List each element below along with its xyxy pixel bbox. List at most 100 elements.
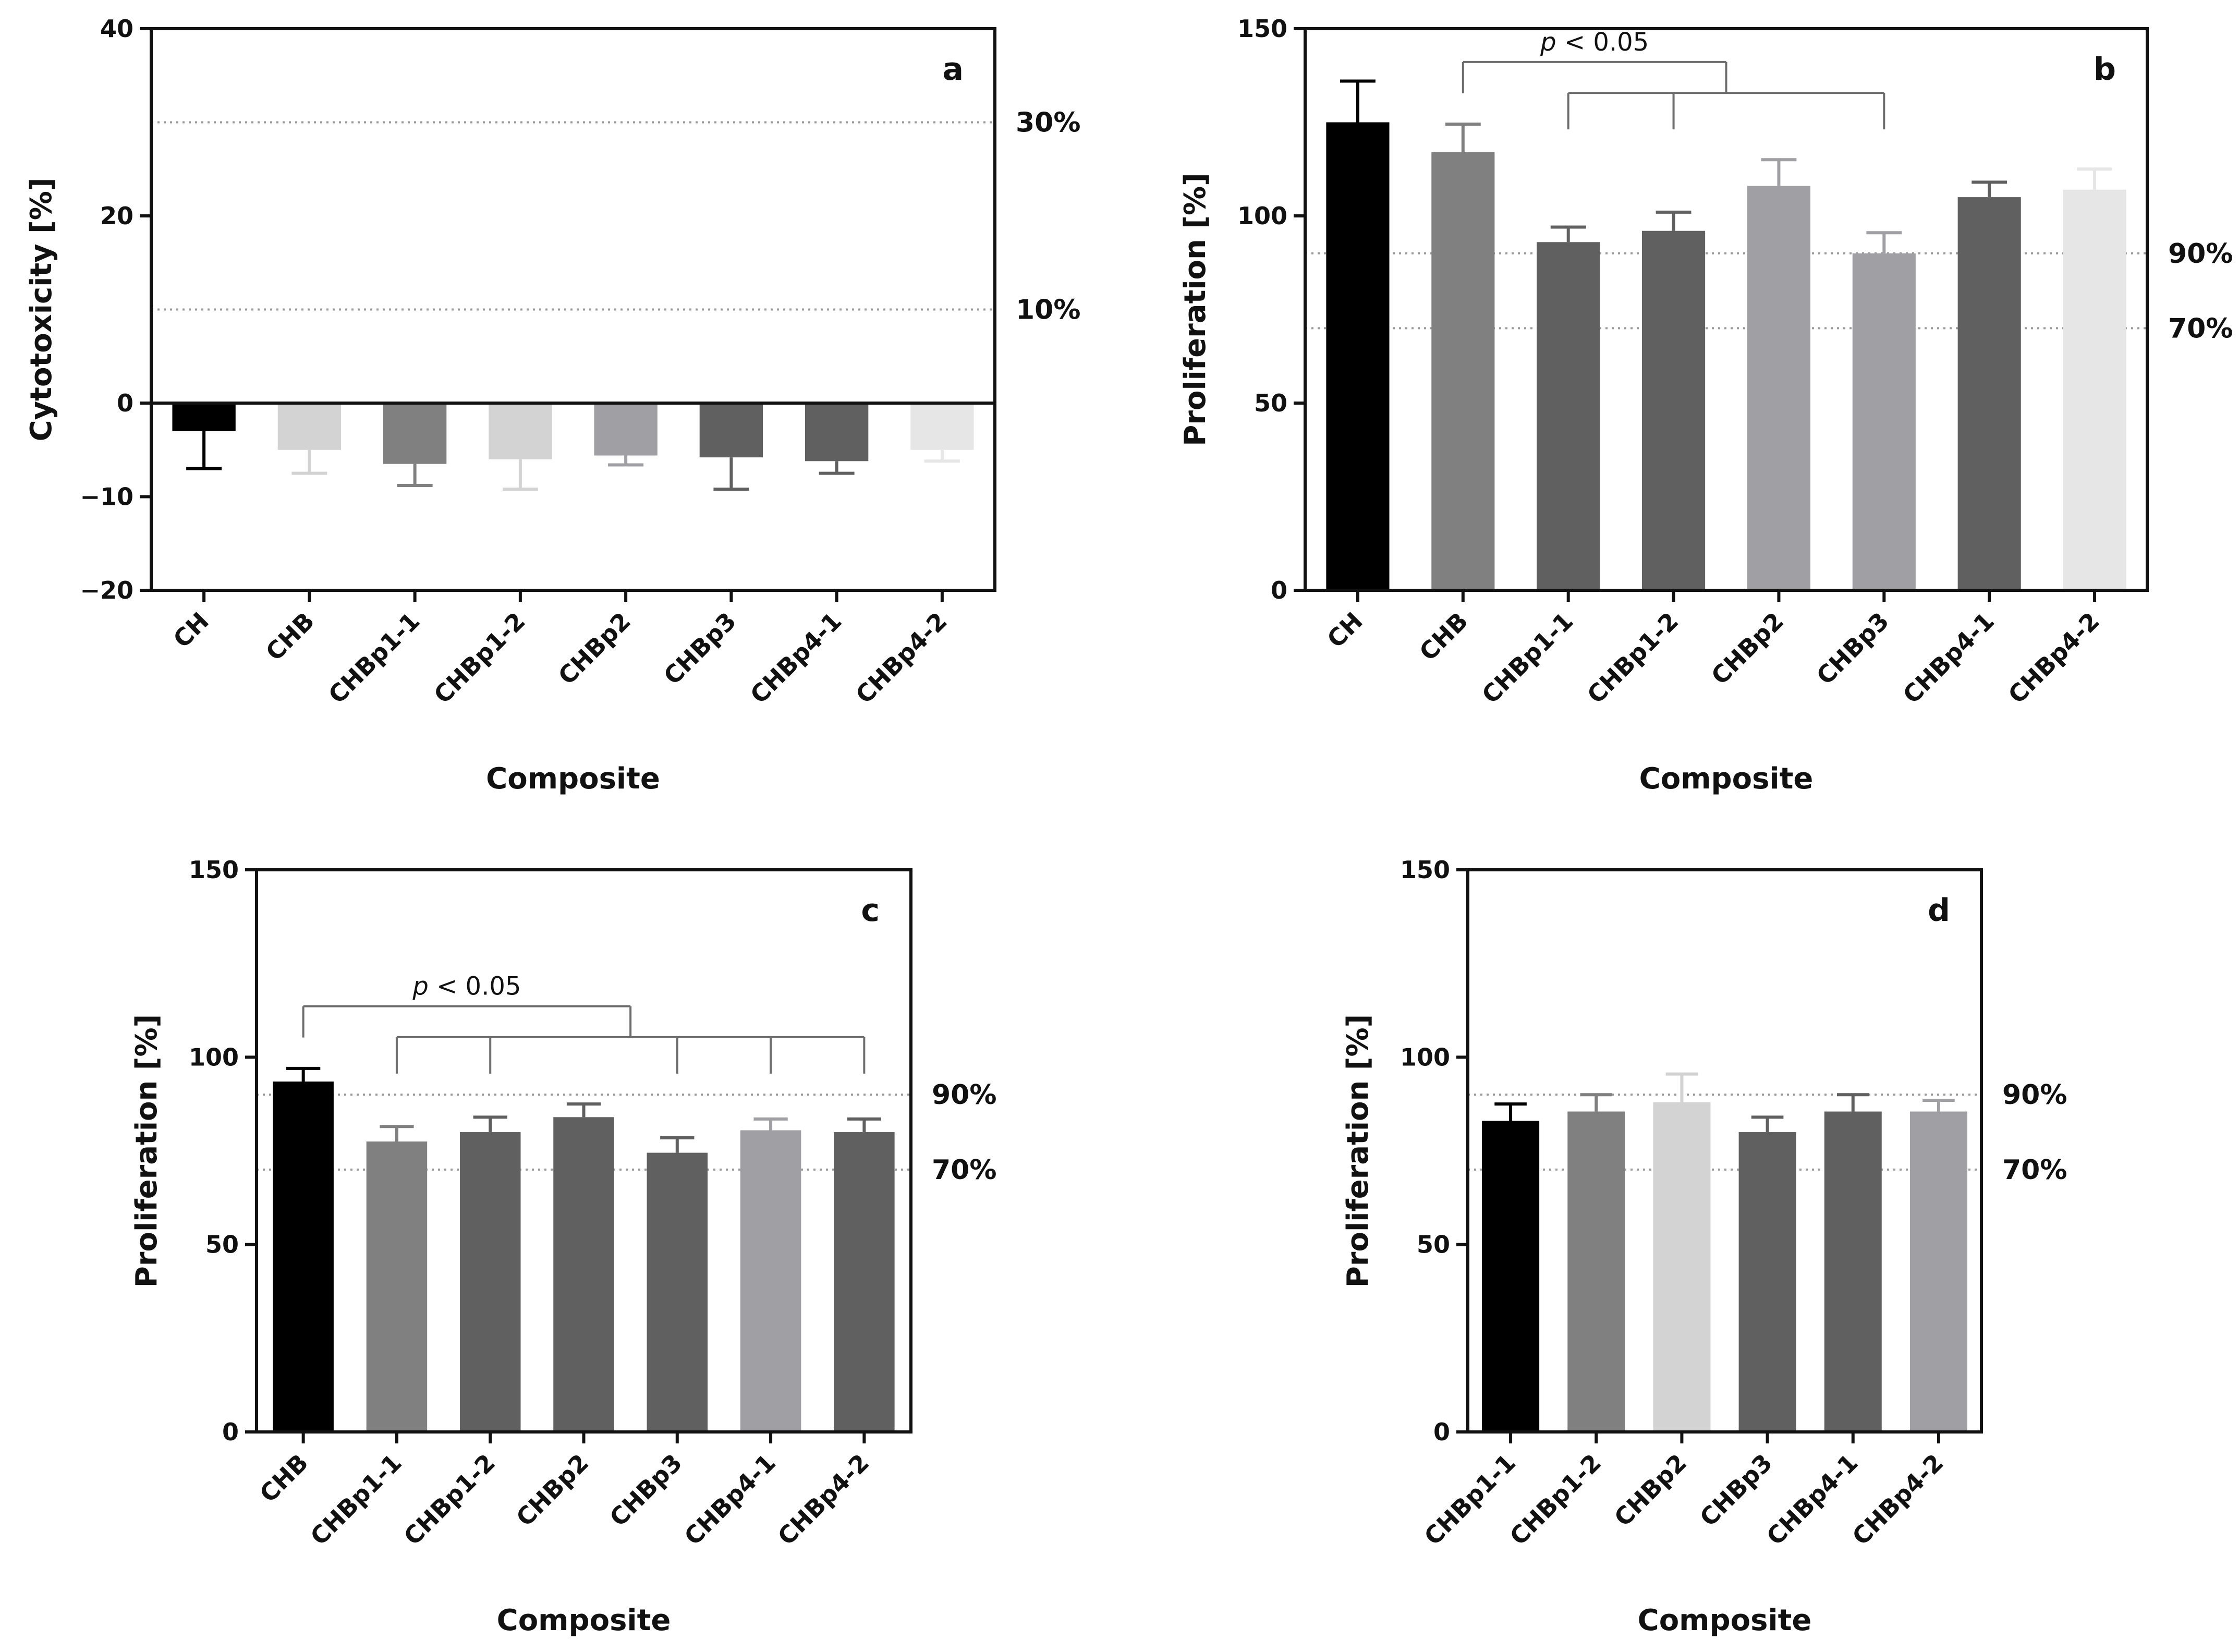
- x-tick-label: CHBp4-2: [850, 607, 953, 709]
- x-tick-label: CHBp1-2: [429, 607, 531, 709]
- y-tick-label: 100: [189, 1043, 239, 1071]
- x-tick-label: CH: [168, 607, 214, 653]
- x-tick-label: CHBp4-1: [1897, 607, 2000, 709]
- significance-threshold: < 0.05: [1556, 28, 1649, 57]
- x-tick-label: CHBp4-1: [679, 1449, 781, 1551]
- bar-CHB: [273, 1082, 334, 1432]
- bar-CHBp1-1: [1482, 1121, 1540, 1432]
- x-tick-label: CHBp2: [1706, 607, 1789, 690]
- significance-p-symbol: p: [412, 972, 428, 1001]
- x-tick-label: CHBp1-1: [323, 607, 425, 709]
- error-bar-CHB: [291, 450, 327, 475]
- error-bar-CHB: [286, 1066, 321, 1082]
- reference-line-label: 90%: [932, 1079, 996, 1111]
- bar-CHBp4-2: [1909, 1111, 1967, 1432]
- bar-CHBp4-2: [834, 1132, 895, 1432]
- y-tick-label: 20: [100, 202, 133, 230]
- error-bar-CHBp1-1: [1494, 1102, 1527, 1121]
- error-bar-CHBp3: [1751, 1115, 1784, 1133]
- x-tick-label: CH: [1321, 607, 1368, 653]
- y-tick-label: 150: [1400, 856, 1450, 884]
- y-tick-label: 150: [1237, 15, 1287, 43]
- x-tick-label: CHBp4-2: [1847, 1449, 1949, 1551]
- x-tick-label: CHB: [1414, 607, 1474, 666]
- bar-CHBp2: [594, 403, 658, 456]
- significance-threshold: < 0.05: [429, 972, 521, 1001]
- error-bar-CHBp1-1: [380, 1125, 414, 1142]
- error-bar-CHBp4-1: [819, 461, 855, 475]
- x-tick-label: CHB: [260, 607, 320, 666]
- reference-line-label: 10%: [1016, 295, 1080, 326]
- y-tick-label: 0: [222, 1418, 239, 1446]
- significance-label: p < 0.05: [412, 972, 521, 1001]
- y-axis-title: Proliferation [%]: [1341, 1014, 1375, 1287]
- x-tick-label: CHBp1-2: [398, 1449, 501, 1551]
- x-tick-label: CHBp4-2: [772, 1449, 874, 1551]
- panel-letter: a: [943, 51, 964, 88]
- bar-CHBp4-1: [740, 1130, 801, 1432]
- panel-letter: d: [1928, 892, 1950, 929]
- error-bar-CHBp1-1: [1550, 225, 1586, 242]
- y-tick-label: −10: [80, 483, 133, 511]
- error-bar-CHBp3: [1866, 231, 1902, 253]
- x-tick-label: CHBp1-1: [1419, 1449, 1521, 1551]
- bar-CHBp2: [1653, 1102, 1711, 1432]
- x-tick-label: CHBp1-2: [1581, 607, 1684, 709]
- x-tick-label: CHBp1-2: [1504, 1449, 1607, 1551]
- x-tick-label: CHBp2: [1609, 1449, 1692, 1532]
- y-tick-label: 50: [1417, 1231, 1450, 1259]
- bar-CHBp1-2: [1642, 230, 1706, 591]
- y-tick-label: −20: [80, 576, 133, 604]
- plot-frame: [1466, 868, 1983, 1434]
- bar-CH: [172, 403, 236, 431]
- error-bar-CH: [186, 431, 222, 470]
- y-tick-label: 100: [1237, 202, 1287, 230]
- bar-CHB: [1431, 152, 1495, 590]
- panel-letter: c: [861, 892, 880, 929]
- error-bar-CHBp3: [660, 1136, 695, 1153]
- reference-line-label: 70%: [2168, 313, 2233, 344]
- bar-CHBp1-2: [1567, 1111, 1625, 1432]
- chart-panel-b: 90% 70% 0 50 100 150 CH CHB CHBp1-1 CHBp1-2 CHBp2 C…: [1178, 15, 2233, 796]
- bar-CHBp3: [699, 403, 763, 458]
- y-axis-title: Proliferation [%]: [1178, 173, 1212, 446]
- x-tick-label: CHBp1-1: [1476, 607, 1578, 709]
- y-tick-label: 50: [205, 1231, 239, 1259]
- bar-CHBp4-1: [1824, 1111, 1882, 1432]
- x-tick-label: CHBp2: [553, 607, 636, 690]
- bar-CHBp2: [553, 1117, 614, 1432]
- y-axis-title: Cytotoxicity [%]: [25, 178, 58, 442]
- error-bar-CHBp1-1: [397, 464, 433, 487]
- reference-line-label: 70%: [932, 1155, 996, 1186]
- bar-CHBp1-1: [366, 1141, 428, 1432]
- error-bar-CHBp2: [566, 1102, 601, 1117]
- plot-frame: [150, 27, 996, 592]
- x-tick-label: CHBp4-1: [1761, 1449, 1863, 1551]
- bar-CHBp4-2: [2063, 189, 2126, 590]
- x-tick-label: CHBp3: [1694, 1449, 1778, 1532]
- error-bar-CHBp2: [1665, 1072, 1698, 1102]
- bar-CHBp1-2: [489, 403, 552, 459]
- error-bar-CHBp4-1: [1836, 1093, 1869, 1112]
- bar-CHBp1-2: [459, 1132, 521, 1432]
- x-axis-title: Composite: [1639, 762, 1814, 796]
- significance-p-symbol: p: [1540, 28, 1556, 57]
- reference-line-label: 90%: [2002, 1079, 2067, 1111]
- bar-CHB: [277, 403, 342, 450]
- y-tick-label: 50: [1254, 389, 1287, 417]
- panel-letter: b: [2094, 51, 2116, 88]
- reference-line-label: 70%: [2002, 1155, 2067, 1186]
- y-tick-label: 150: [189, 856, 239, 884]
- y-axis-title: Proliferation [%]: [130, 1014, 164, 1287]
- bar-CHBp4-1: [1957, 197, 2021, 591]
- x-axis-title: Composite: [486, 762, 660, 796]
- reference-line-label: 90%: [2168, 238, 2233, 270]
- error-bar-CHBp4-2: [1922, 1098, 1955, 1112]
- significance-label: p < 0.05: [1540, 28, 1649, 57]
- x-tick-label: CHBp3: [1811, 607, 1894, 690]
- error-bar-CHBp4-1: [1972, 180, 2007, 198]
- bar-CHBp4-2: [910, 403, 974, 450]
- error-bar-CHBp2: [608, 455, 644, 467]
